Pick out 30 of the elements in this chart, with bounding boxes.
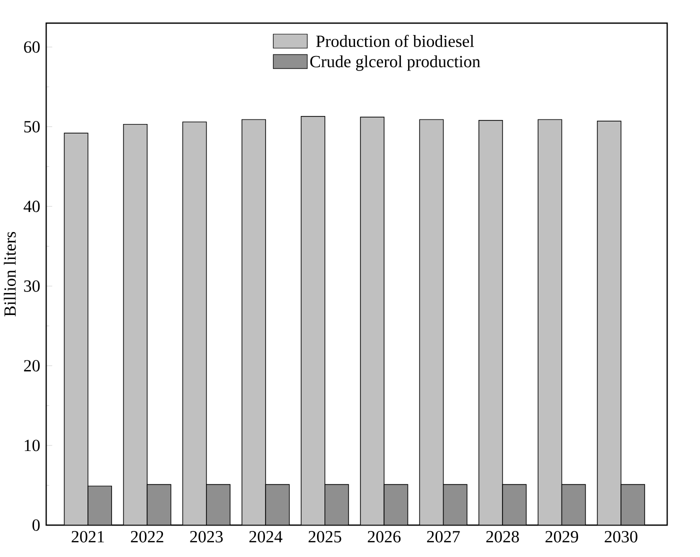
x-tick-label: 2021 [72, 530, 104, 542]
bar [242, 119, 266, 526]
x-tick-label: 2029 [546, 530, 578, 542]
legend-label: Production of biodiesel [316, 34, 474, 47]
bar [478, 120, 503, 526]
y-tick-label: 60 [24, 41, 40, 53]
y-axis-title: Billion liters [4, 232, 16, 316]
y-tick-label: 40 [24, 200, 40, 212]
bar [182, 122, 207, 526]
y-tick-label: 0 [32, 519, 40, 531]
x-tick-label: 2025 [308, 530, 342, 542]
x-tick-label: 2023 [190, 530, 223, 542]
bar [360, 116, 384, 526]
x-tick-label: 2022 [130, 530, 164, 542]
bar [419, 119, 444, 526]
x-tick-label: 2028 [486, 530, 519, 542]
x-tick-label: 2030 [604, 530, 638, 542]
y-tick-label: 30 [24, 280, 40, 292]
x-tick-label: 2026 [368, 530, 401, 542]
x-tick-label: 2024 [249, 530, 282, 542]
bar [538, 119, 562, 526]
bar [596, 120, 622, 526]
y-tick-label: 10 [24, 440, 40, 452]
bar [64, 132, 88, 526]
y-tick-label: 50 [24, 120, 40, 132]
x-tick-label: 2027 [427, 530, 460, 542]
bar [123, 124, 148, 526]
bar [300, 116, 326, 526]
y-tick-label: 20 [24, 360, 40, 372]
legend-label: Crude glcerol production [310, 55, 480, 71]
